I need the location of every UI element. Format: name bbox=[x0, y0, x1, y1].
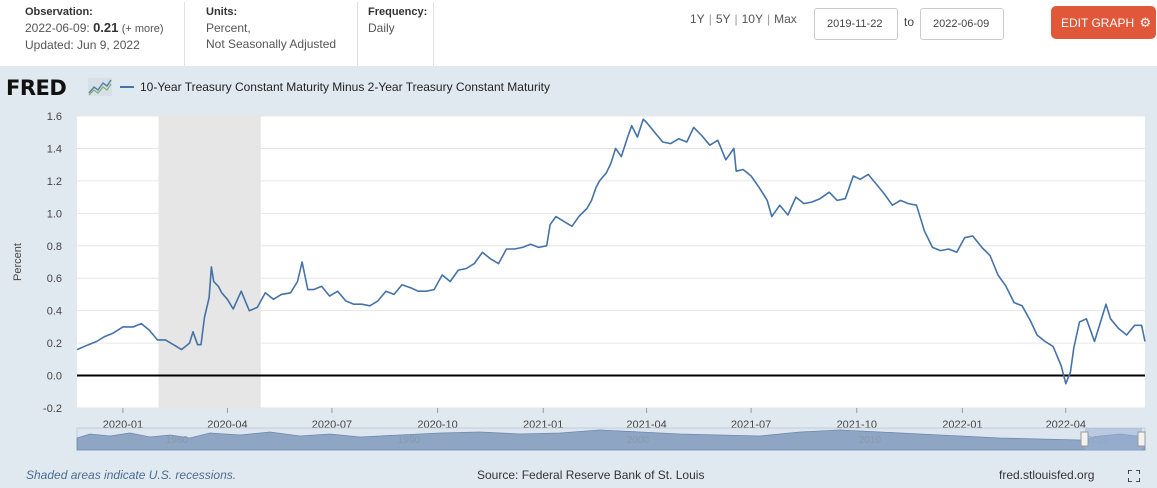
recession-band bbox=[158, 116, 261, 408]
edit-graph-label: EDIT GRAPH bbox=[1061, 16, 1135, 30]
units-line2: Not Seasonally Adjusted bbox=[206, 37, 337, 51]
frequency-block: Frequency: Daily bbox=[368, 4, 427, 36]
units-line1: Percent, bbox=[206, 21, 251, 35]
navigator-selection[interactable] bbox=[1085, 428, 1142, 450]
y-tick-label: 0.6 bbox=[47, 273, 62, 285]
y-tick-label: 0.4 bbox=[47, 306, 62, 318]
source-note: Source: Federal Reserve Bank of St. Loui… bbox=[477, 468, 705, 482]
observation-label: Observation: bbox=[25, 6, 93, 18]
navigator-year-label: 1990 bbox=[398, 435, 421, 446]
units-label: Units: bbox=[206, 6, 238, 18]
fred-logo[interactable]: FRED bbox=[6, 76, 67, 100]
y-tick-label: 1.6 bbox=[47, 111, 62, 123]
header-divider bbox=[357, 2, 358, 66]
navigator-series bbox=[76, 429, 1146, 451]
to-label: to bbox=[904, 15, 915, 29]
range-10y-link[interactable]: 10Y bbox=[741, 12, 763, 26]
line-chart[interactable]: -0.20.00.20.40.60.81.01.21.41.6 2020-01 2… bbox=[0, 66, 1157, 488]
legend-swatch bbox=[120, 85, 134, 88]
range-max-link[interactable]: Max bbox=[774, 12, 797, 26]
range-1y-link[interactable]: 1Y bbox=[690, 12, 705, 26]
edit-graph-button[interactable]: EDIT GRAPH ⚙ bbox=[1051, 6, 1156, 39]
navigator-year-label: 2010 bbox=[859, 435, 882, 446]
navigator-right-handle[interactable] bbox=[1137, 431, 1146, 447]
updated-date: Updated: Jun 9, 2022 bbox=[25, 38, 140, 52]
range-selector: 1Y | 5Y | 10Y | Max bbox=[690, 12, 797, 26]
y-tick-label: 1.2 bbox=[47, 176, 62, 188]
y-tick-label: 0.8 bbox=[47, 241, 62, 253]
series-line[interactable] bbox=[76, 118, 1146, 385]
recession-note: Shaded areas indicate U.S. recessions. bbox=[26, 468, 237, 482]
observation-date: 2022-06-09: bbox=[25, 21, 90, 35]
y-axis-label: Percent bbox=[12, 243, 24, 281]
legend-label: 10-Year Treasury Constant Maturity Minus… bbox=[140, 80, 550, 94]
y-tick-label: 0.0 bbox=[47, 371, 62, 383]
header-divider bbox=[433, 2, 434, 66]
gear-icon: ⚙ bbox=[1139, 15, 1152, 30]
header-divider bbox=[184, 2, 185, 66]
start-date-input[interactable]: 2019-11-22 bbox=[814, 8, 898, 40]
end-date-input[interactable]: 2022-06-09 bbox=[920, 8, 1004, 40]
fred-chart-icon bbox=[88, 78, 112, 96]
y-tick-label: -0.2 bbox=[43, 403, 62, 415]
y-tick-label: 1.4 bbox=[47, 143, 62, 155]
navigator-left-handle[interactable] bbox=[1080, 431, 1089, 447]
observation-value: 0.21 bbox=[93, 20, 119, 35]
frequency-value: Daily bbox=[368, 21, 395, 35]
y-tick-label: 0.2 bbox=[47, 338, 62, 350]
fullscreen-icon[interactable] bbox=[1128, 470, 1140, 482]
observation-more-link[interactable]: (+ more) bbox=[121, 23, 164, 35]
observation-block: Observation: 2022-06-09: 0.21 (+ more) U… bbox=[25, 4, 164, 53]
site-link[interactable]: fred.stlouisfed.org bbox=[999, 468, 1095, 482]
units-block: Units: Percent, Not Seasonally Adjusted bbox=[206, 4, 336, 52]
y-tick-label: 1.0 bbox=[47, 208, 62, 220]
time-navigator[interactable]: 19801990200020102020 bbox=[76, 427, 1146, 451]
navigator-year-label: 2000 bbox=[627, 435, 650, 446]
observation-line: 2022-06-09: 0.21 (+ more) bbox=[25, 20, 164, 37]
chart-legend[interactable]: 10-Year Treasury Constant Maturity Minus… bbox=[120, 80, 550, 94]
range-5y-link[interactable]: 5Y bbox=[715, 12, 731, 26]
graph-header: Observation: 2022-06-09: 0.21 (+ more) U… bbox=[0, 0, 1157, 66]
frequency-label: Frequency: bbox=[368, 6, 428, 18]
navigator-year-label: 1980 bbox=[166, 435, 189, 446]
